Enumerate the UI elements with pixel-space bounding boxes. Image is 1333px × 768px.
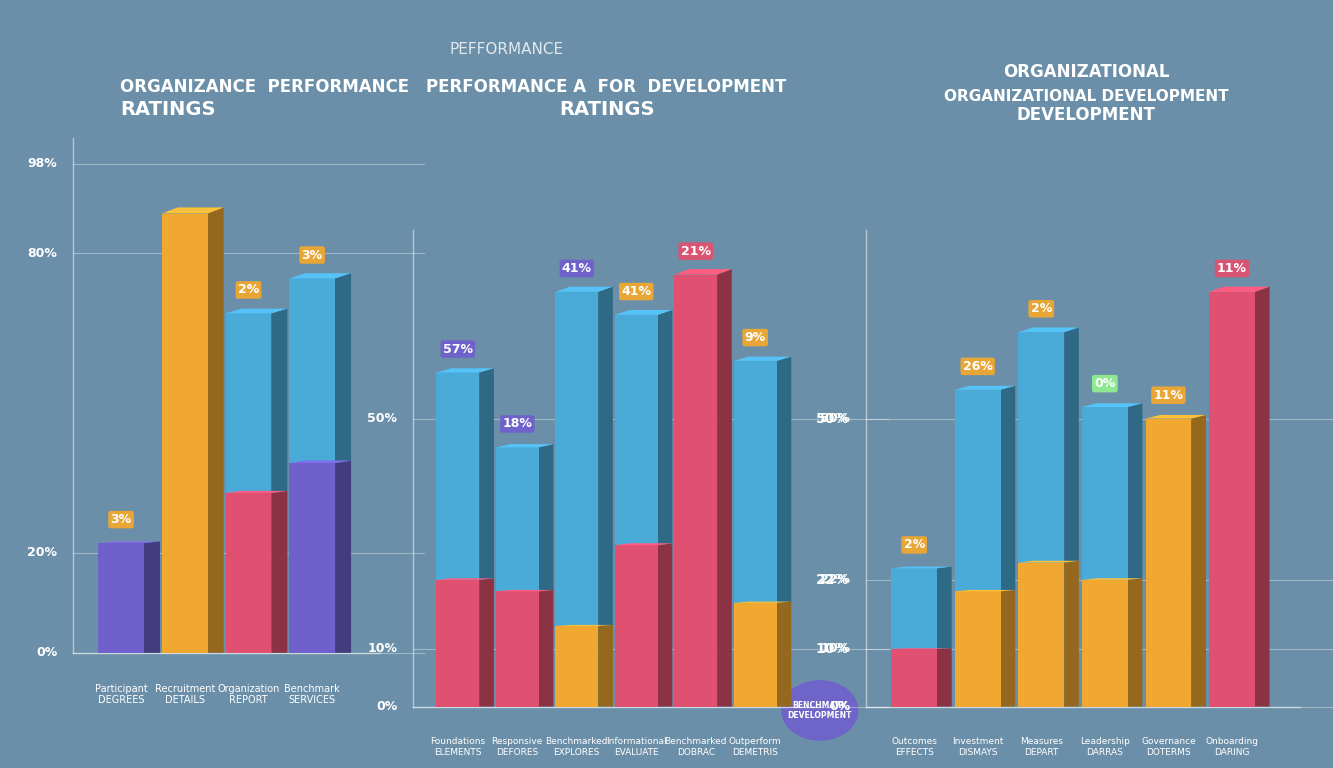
- Text: 18%: 18%: [503, 418, 532, 430]
- Text: Informational
EVALUATE: Informational EVALUATE: [607, 737, 666, 756]
- Text: 0%: 0%: [376, 700, 397, 713]
- Text: 0%: 0%: [829, 700, 850, 713]
- Text: BENCHMARK
DEVELOPMENT: BENCHMARK DEVELOPMENT: [788, 700, 852, 720]
- Ellipse shape: [781, 680, 858, 740]
- Text: PERFORMANCE A  FOR  DEVELOPMENT: PERFORMANCE A FOR DEVELOPMENT: [427, 78, 786, 96]
- Text: 9%: 9%: [745, 331, 765, 344]
- Text: 50%: 50%: [820, 412, 850, 425]
- Text: 0%: 0%: [1094, 377, 1116, 390]
- Text: Investment
DISMAYS: Investment DISMAYS: [952, 737, 1004, 756]
- Text: 2%: 2%: [237, 283, 259, 296]
- Text: Outcomes
EFFECTS: Outcomes EFFECTS: [892, 737, 937, 756]
- Text: Organization
REPORT: Organization REPORT: [217, 684, 280, 705]
- Text: 2%: 2%: [904, 538, 925, 551]
- Text: DEVELOPMENT: DEVELOPMENT: [1017, 107, 1156, 124]
- Text: Responsive
DEFORES: Responsive DEFORES: [492, 737, 543, 756]
- Text: 80%: 80%: [28, 247, 57, 260]
- Text: Onboarding
DARING: Onboarding DARING: [1205, 737, 1258, 756]
- Text: 98%: 98%: [28, 157, 57, 170]
- Text: Benchmarked
DOBRAC: Benchmarked DOBRAC: [664, 737, 726, 756]
- Text: 10%: 10%: [367, 643, 397, 655]
- Text: 22%: 22%: [816, 573, 849, 587]
- Text: RATINGS: RATINGS: [559, 100, 655, 119]
- Text: Measures
DEPART: Measures DEPART: [1020, 737, 1062, 756]
- Text: ORGANIZANCE  PERFORMANCE: ORGANIZANCE PERFORMANCE: [120, 78, 409, 96]
- Text: RATINGS: RATINGS: [120, 100, 216, 119]
- Text: 3%: 3%: [111, 513, 132, 526]
- Text: 22%: 22%: [820, 574, 850, 586]
- Text: ORGANIZATIONAL: ORGANIZATIONAL: [1004, 63, 1169, 81]
- Text: PEFFORMANCE: PEFFORMANCE: [449, 42, 564, 58]
- Text: 41%: 41%: [561, 262, 592, 275]
- Text: 41%: 41%: [621, 285, 652, 298]
- Text: 11%: 11%: [1217, 262, 1246, 275]
- Text: 57%: 57%: [443, 343, 473, 356]
- Text: 3%: 3%: [301, 249, 323, 261]
- Text: Outperform
DEMETRIS: Outperform DEMETRIS: [729, 737, 781, 756]
- Text: 10%: 10%: [820, 643, 850, 655]
- Text: Leadership
DARRAS: Leadership DARRAS: [1080, 737, 1130, 756]
- Text: 50%: 50%: [367, 412, 397, 425]
- Text: 26%: 26%: [962, 360, 993, 373]
- Text: Governance
DOTERMS: Governance DOTERMS: [1141, 737, 1196, 756]
- Text: 50%: 50%: [816, 412, 849, 425]
- Text: 20%: 20%: [27, 547, 57, 559]
- Text: Participant
DEGREES: Participant DEGREES: [95, 684, 148, 705]
- Text: 2%: 2%: [1030, 303, 1052, 316]
- Text: 21%: 21%: [681, 245, 710, 258]
- Text: Benchmark
SERVICES: Benchmark SERVICES: [284, 684, 340, 705]
- Text: Foundations
ELEMENTS: Foundations ELEMENTS: [431, 737, 485, 756]
- Text: ORGANIZATIONAL DEVELOPMENT: ORGANIZATIONAL DEVELOPMENT: [944, 88, 1229, 104]
- Text: Benchmarked
EXPLORES: Benchmarked EXPLORES: [545, 737, 608, 756]
- Text: Recruitment
DETAILS: Recruitment DETAILS: [155, 684, 215, 705]
- Text: 11%: 11%: [1153, 389, 1184, 402]
- Text: 0%: 0%: [36, 647, 57, 659]
- Text: 10%: 10%: [816, 642, 849, 656]
